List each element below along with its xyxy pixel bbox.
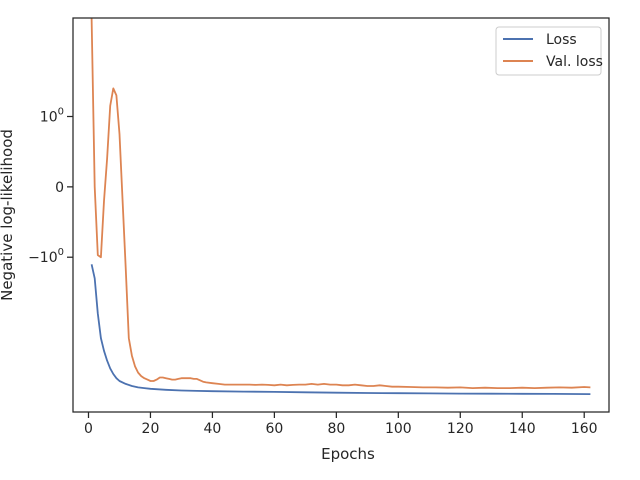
x-tick-label: 120 bbox=[447, 421, 474, 437]
x-tick-label: 0 bbox=[84, 421, 93, 437]
y-tick-label: 100 bbox=[40, 107, 64, 126]
x-tick-label: 60 bbox=[265, 421, 283, 437]
series-line-val-loss bbox=[90, 17, 591, 389]
y-axis: 100 0 −100 bbox=[28, 107, 73, 266]
x-tick-label: 160 bbox=[571, 421, 598, 437]
legend: Loss Val. loss bbox=[495, 26, 603, 76]
x-tick-label: 80 bbox=[327, 421, 345, 437]
y-tick-label: 0 bbox=[55, 180, 64, 196]
x-tick-label: 100 bbox=[385, 421, 412, 437]
series-layer bbox=[90, 17, 591, 395]
y-axis-label: Negative log-likelihood bbox=[0, 129, 16, 301]
plot-frame bbox=[72, 17, 610, 413]
legend-label-loss: Loss bbox=[546, 32, 577, 48]
plot-area bbox=[72, 17, 610, 413]
legend-label-val-loss: Val. loss bbox=[546, 54, 603, 70]
y-tick-label: −100 bbox=[28, 247, 64, 266]
x-tick-label: 20 bbox=[142, 421, 160, 437]
x-axis: 0 20 40 60 80 100 120 140 160 bbox=[84, 412, 598, 437]
x-tick-label: 140 bbox=[509, 421, 536, 437]
series-line-loss bbox=[90, 264, 591, 395]
x-tick-label: 40 bbox=[204, 421, 222, 437]
x-axis-label: Epochs bbox=[321, 445, 375, 463]
